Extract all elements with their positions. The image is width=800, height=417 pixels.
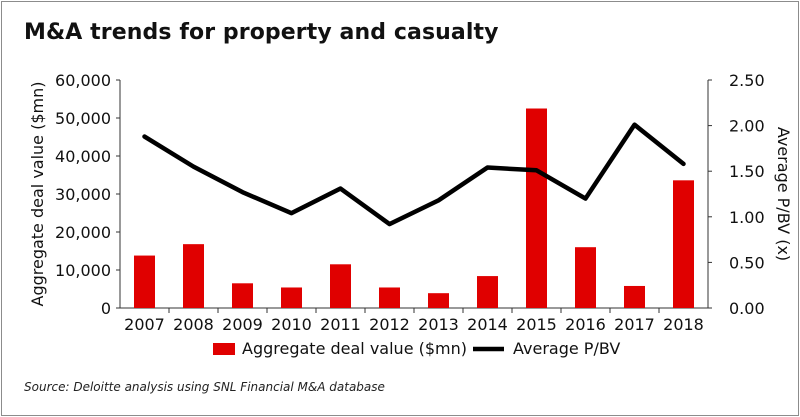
chart-title: M&A trends for property and casualty: [24, 20, 499, 45]
bar-2013: [428, 293, 449, 308]
y-tick-label: 20,000: [55, 223, 111, 242]
bar-2008: [183, 244, 204, 308]
y2-axis-title: Average P/BV (x): [774, 127, 793, 261]
y-tick-label: 50,000: [55, 109, 111, 128]
bar-2014: [477, 276, 498, 308]
bar-2011: [330, 264, 351, 308]
x-tick-label: 2011: [320, 315, 361, 334]
x-tick-label: 2007: [124, 315, 165, 334]
y2-tick-label: 0.00: [729, 299, 765, 318]
legend-label-bars: Aggregate deal value ($mn): [242, 339, 467, 358]
pbv-line: [142, 122, 686, 227]
legend-label-line: Average P/BV: [513, 339, 620, 358]
y-tick-label: 10,000: [55, 261, 111, 280]
x-tick-label: 2012: [369, 315, 410, 334]
y-tick-label: 60,000: [55, 71, 111, 90]
bar-2017: [624, 285, 645, 308]
bar-2010: [281, 287, 302, 308]
bar-2015: [526, 108, 547, 308]
y-axis-title: Aggregate deal value ($mn): [28, 81, 47, 306]
x-tick-label: 2010: [271, 315, 312, 334]
x-tick-label: 2014: [467, 315, 508, 334]
y-tick-label: 40,000: [55, 147, 111, 166]
y2-tick-label: 2.50: [729, 71, 765, 90]
x-tick-label: 2017: [614, 315, 655, 334]
y-tick-label: 0: [101, 299, 111, 318]
x-tick-label: 2016: [565, 315, 606, 334]
y-tick-label: 30,000: [55, 185, 111, 204]
source-note: Source: Deloitte analysis using SNL Fina…: [24, 380, 385, 394]
legend-swatch-bars: [213, 343, 235, 355]
x-tick-label: 2008: [173, 315, 214, 334]
x-tick-label: 2013: [418, 315, 459, 334]
bar-2016: [575, 247, 596, 308]
y2-tick-label: 1.00: [729, 208, 765, 227]
bar-2007: [134, 255, 155, 308]
bar-2012: [379, 287, 400, 308]
x-tick-label: 2018: [663, 315, 704, 334]
x-tick-label: 2009: [222, 315, 263, 334]
y2-tick-label: 0.50: [729, 253, 765, 272]
y2-tick-label: 2.00: [729, 117, 765, 136]
bar-2018: [673, 180, 694, 308]
x-tick-label: 2015: [516, 315, 557, 334]
bar-2009: [232, 283, 253, 308]
y2-tick-label: 1.50: [729, 162, 765, 181]
chart-area: 0 10,000 20,000 30,000 40,000 50,000 60,000 0.0…: [28, 71, 793, 358]
